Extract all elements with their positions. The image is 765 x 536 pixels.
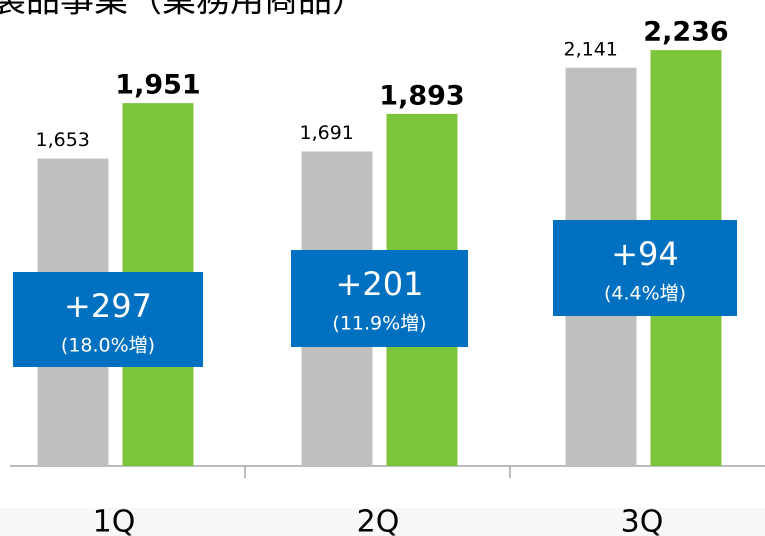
annotation-note: (18.0%増): [61, 335, 155, 357]
data-label: 1,951: [115, 70, 200, 101]
x-tick-label: 3Q: [621, 505, 664, 536]
annotation-note: (11.9%増): [332, 313, 426, 335]
annotation-box: [13, 272, 203, 367]
data-label: 2,236: [643, 17, 728, 48]
annotation: +201: [336, 265, 424, 303]
annotation-box: [553, 220, 737, 316]
chart-title: 製品事業（業務用商品）: [0, 0, 366, 21]
data-label: 1,653: [36, 129, 90, 151]
x-tick-label: 1Q: [93, 505, 136, 536]
x-tick-label: 2Q: [357, 505, 400, 536]
annotation: +94: [611, 235, 679, 273]
footer-band: [0, 508, 765, 536]
data-label: 2,141: [564, 38, 618, 60]
data-label: 1,691: [300, 122, 354, 144]
annotation-box: [291, 250, 468, 347]
data-label: 1,893: [379, 80, 464, 111]
annotation-note: (4.4%増): [604, 283, 686, 305]
annotation: +297: [64, 287, 152, 325]
